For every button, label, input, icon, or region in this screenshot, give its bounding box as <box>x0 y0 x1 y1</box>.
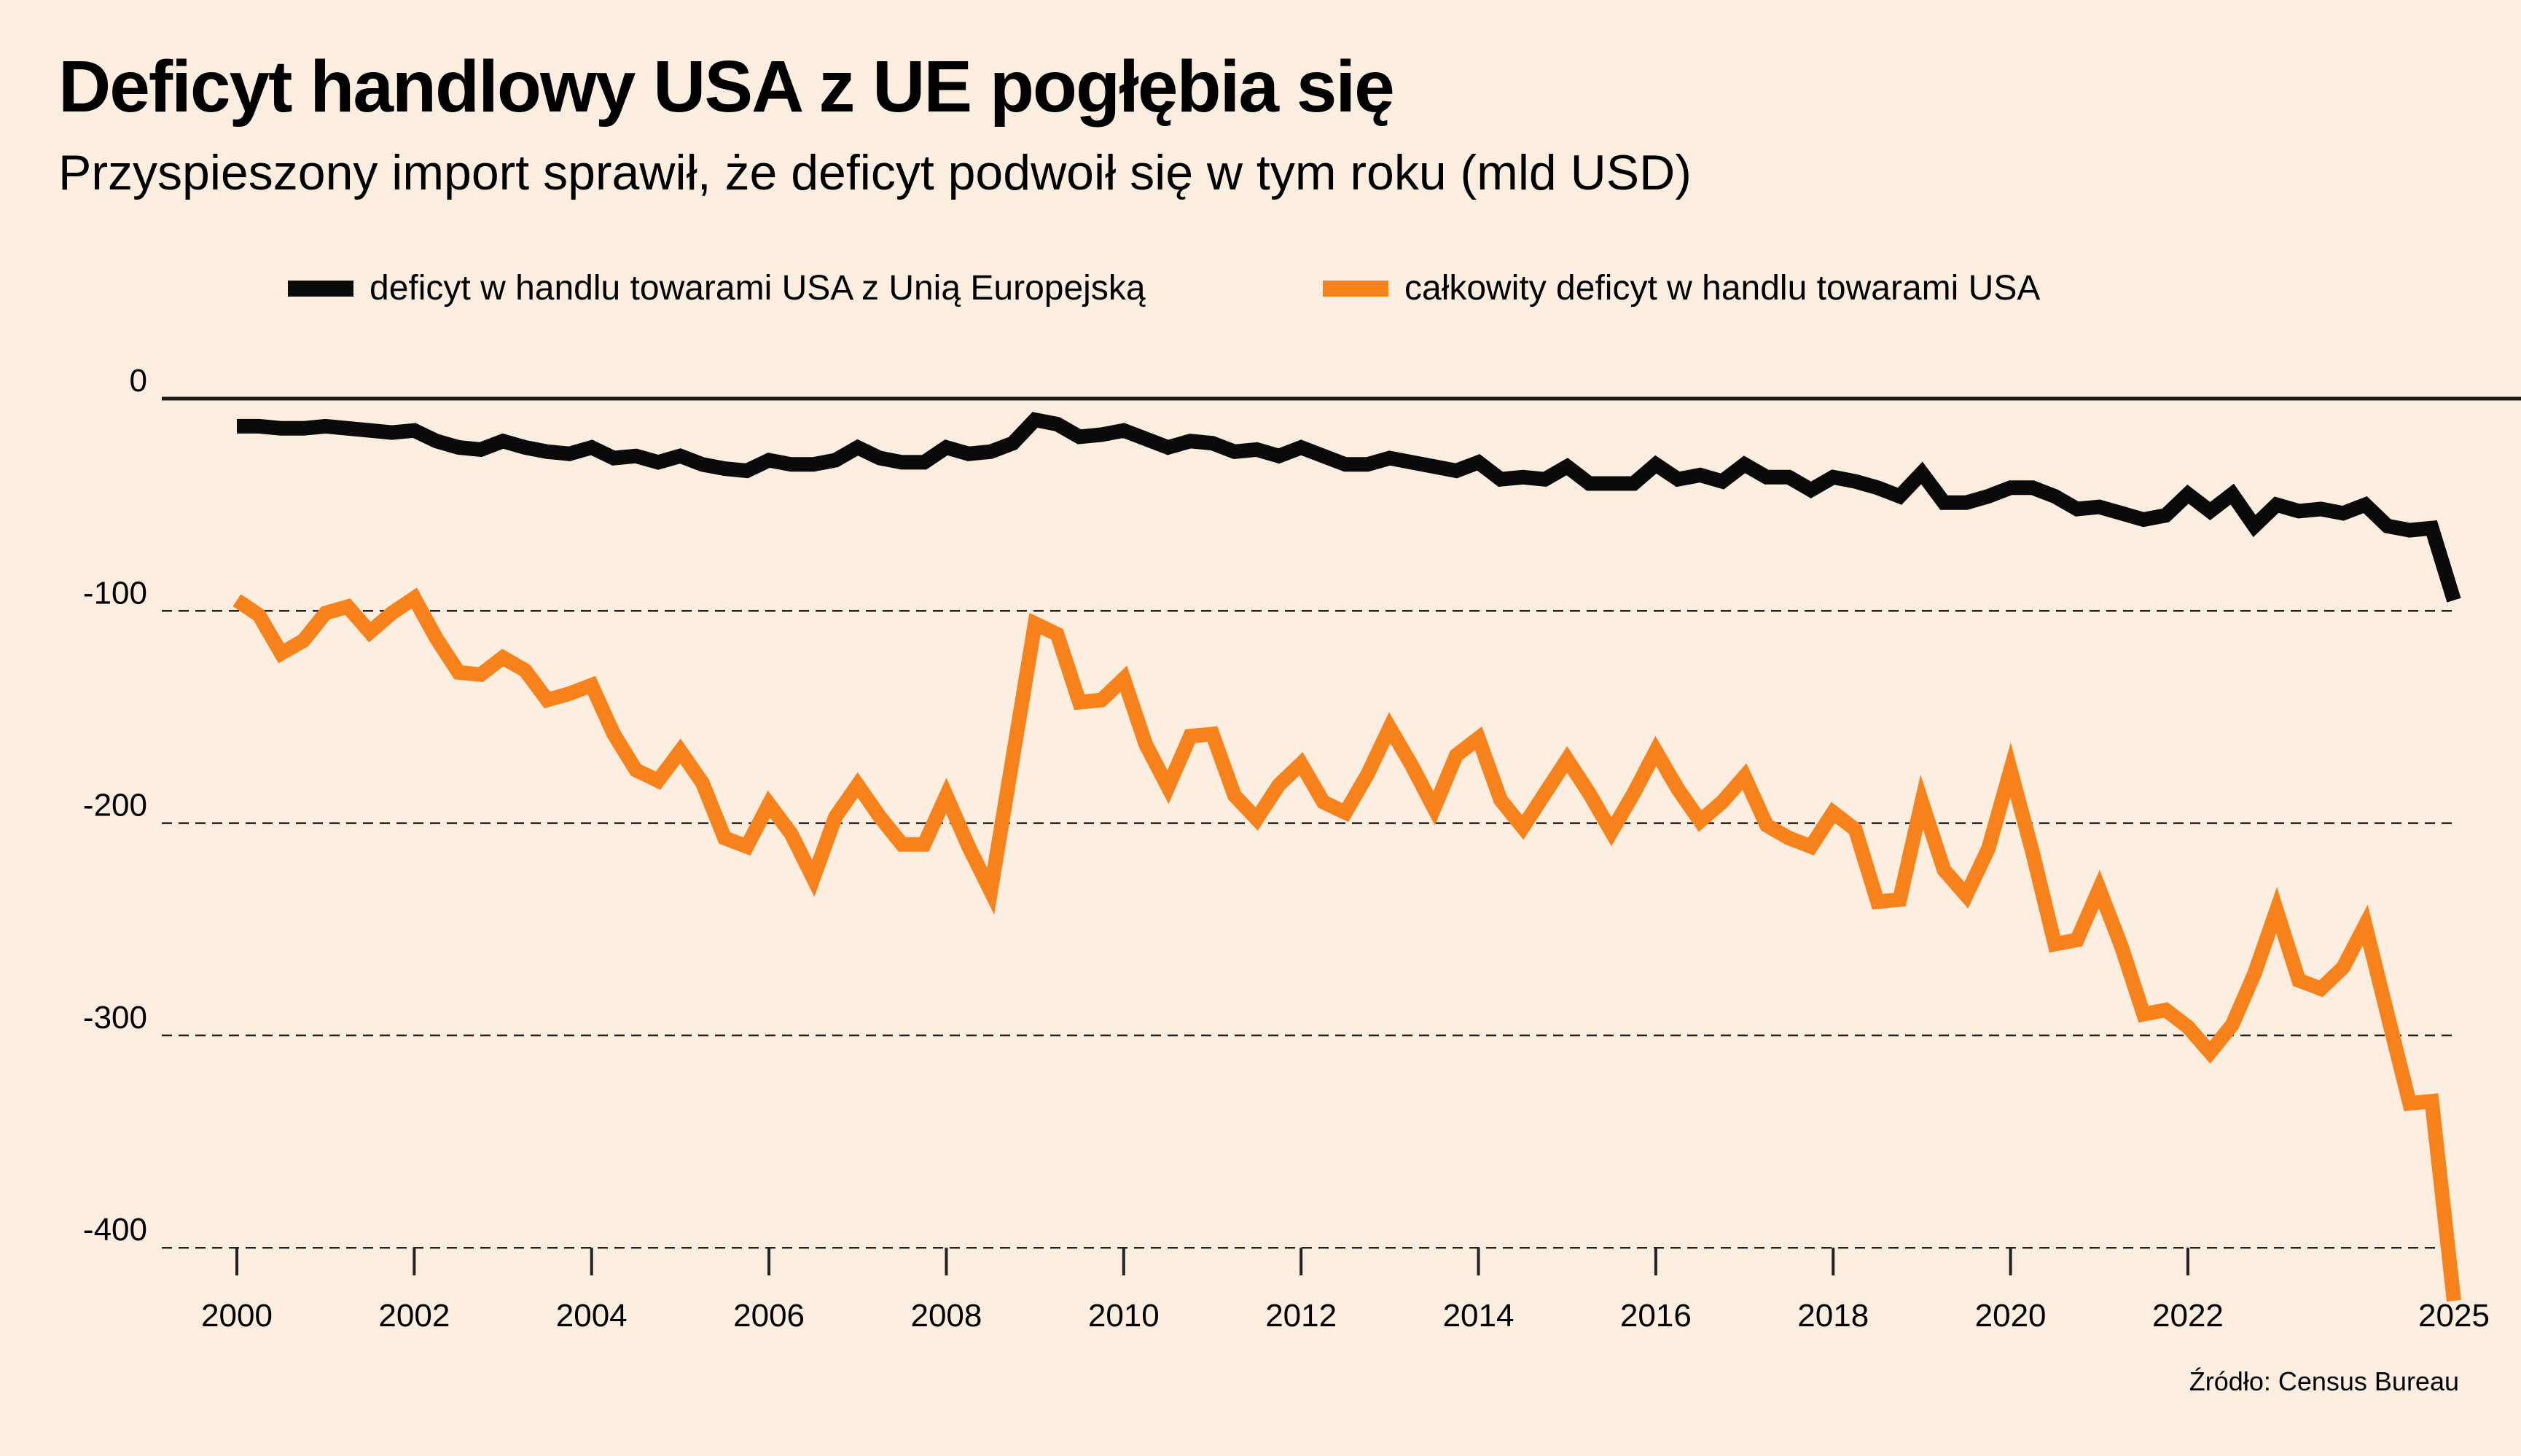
x-tick-label: 2010 <box>1088 1298 1160 1334</box>
chart-subtitle: Przyspieszony import sprawił, że deficyt… <box>58 145 1692 200</box>
x-tick-label: 2018 <box>1797 1298 1869 1334</box>
x-tick-label: 2006 <box>733 1298 805 1334</box>
x-tick-label: 2004 <box>556 1298 628 1334</box>
x-tick-label: 2002 <box>378 1298 450 1334</box>
x-tick-label: 2022 <box>2152 1298 2224 1334</box>
legend-swatch-total <box>1323 280 1388 297</box>
source-note: Źródło: Census Bureau <box>2189 1366 2459 1396</box>
legend-item-eu-deficit: deficyt w handlu towarami USA z Unią Eur… <box>288 268 1146 308</box>
x-tick-label: 2012 <box>1265 1298 1337 1334</box>
x-tick-label: 2008 <box>910 1298 982 1334</box>
series-line-eu-deficit <box>237 412 2461 603</box>
chart-title: Deficyt handlowy USA z UE pogłębia się <box>58 46 1395 128</box>
legend-label-total: całkowity deficyt w handlu towarami USA <box>1404 269 2041 308</box>
x-tick-label: 2020 <box>1975 1298 2047 1334</box>
legend-swatch-eu <box>288 280 353 297</box>
y-tick-label: -200 <box>83 788 147 823</box>
series-line-total-deficit <box>232 587 2461 1302</box>
legend-label-eu: deficyt w handlu towarami USA z Unią Eur… <box>370 269 1146 308</box>
x-tick-label: 2016 <box>1620 1298 1692 1334</box>
legend-item-total-deficit: całkowity deficyt w handlu towarami USA <box>1323 268 2040 308</box>
x-tick-label: 2000 <box>201 1298 273 1334</box>
y-tick-label: -100 <box>83 575 147 611</box>
x-tick-label: 2025 <box>2418 1298 2490 1334</box>
y-tick-label: -300 <box>83 1000 147 1036</box>
y-tick-label: -400 <box>83 1212 147 1248</box>
y-tick-label: 0 <box>130 363 147 399</box>
x-tick-label: 2014 <box>1443 1298 1514 1334</box>
